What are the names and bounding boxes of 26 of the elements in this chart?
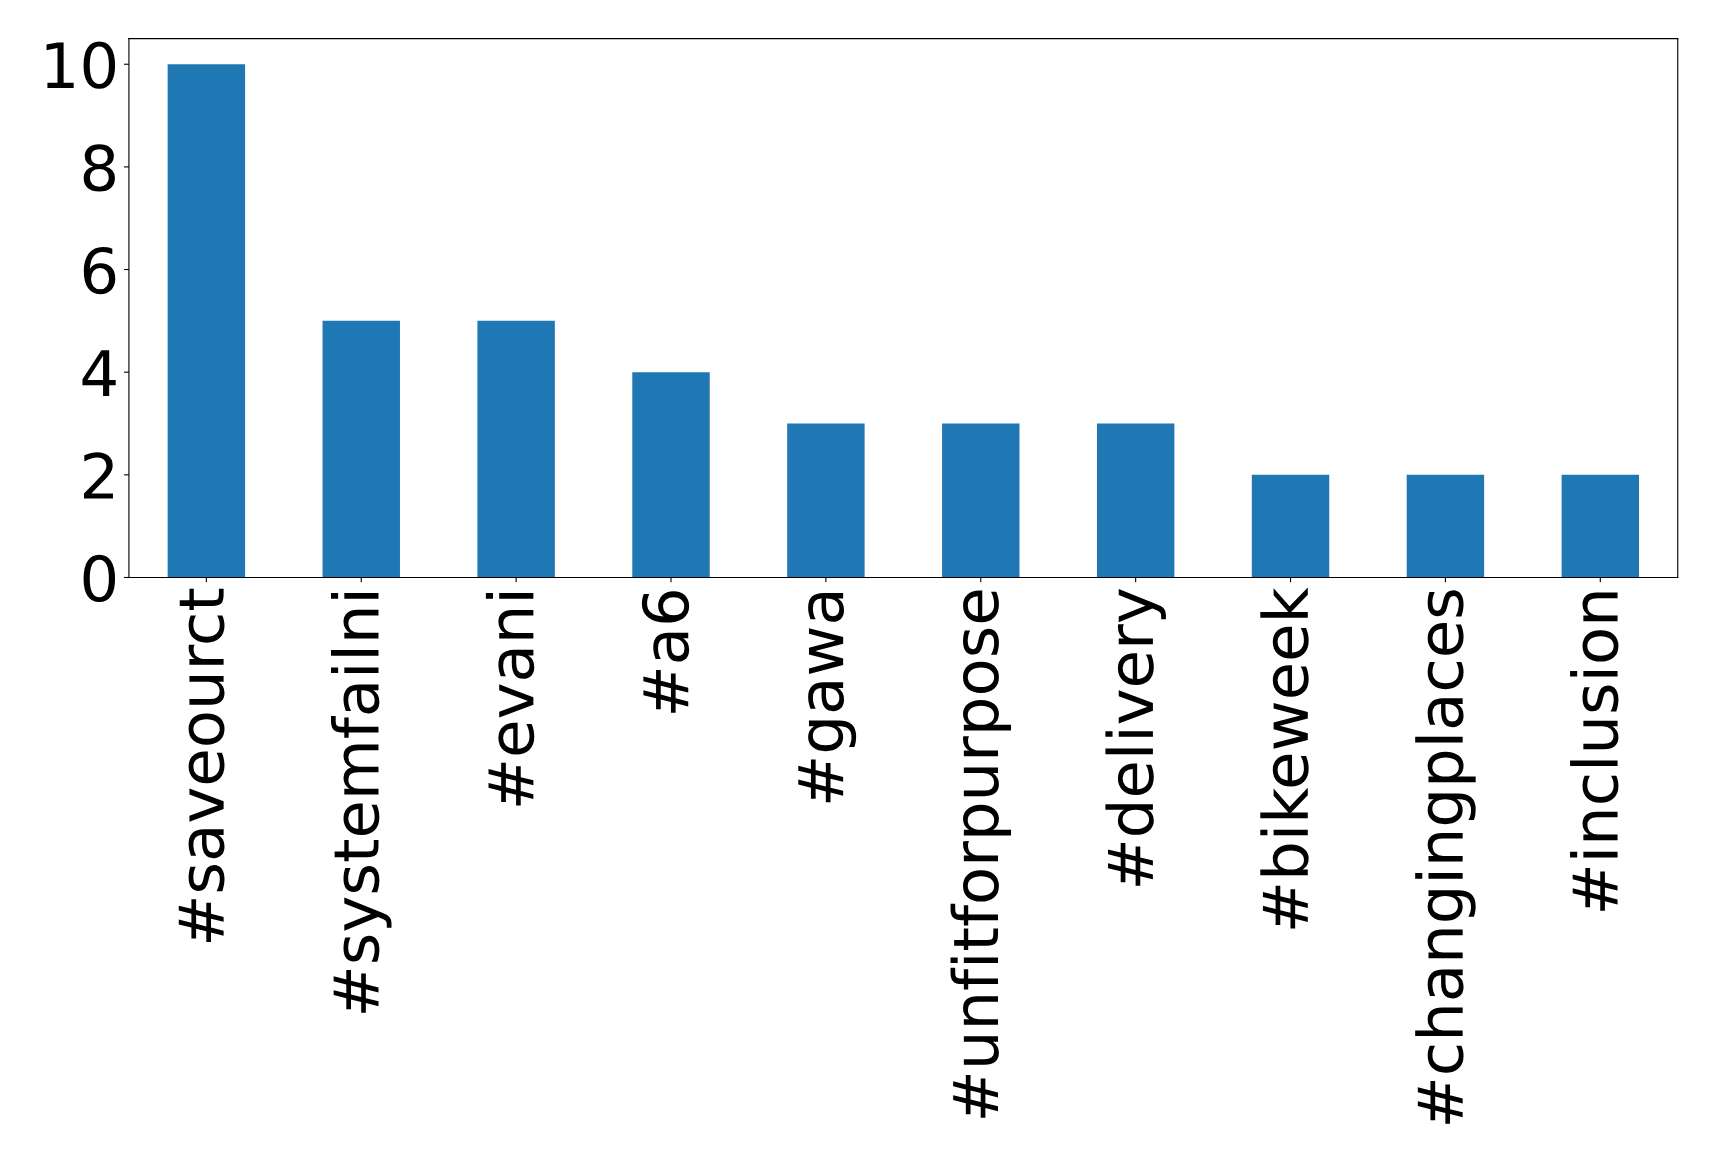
x-tick-label: #evani <box>485 593 535 806</box>
x-tick-label: #delivery <box>1105 589 1166 886</box>
bar <box>632 372 710 578</box>
bar <box>1096 423 1175 578</box>
y-tick-label: 4 <box>82 350 116 396</box>
x-tick-label: #saveourct <box>178 588 225 943</box>
x-tick-label: #a6 <box>641 591 690 713</box>
y-tick-label: 6 <box>83 246 116 295</box>
bar <box>167 64 246 578</box>
bar <box>1251 474 1330 578</box>
y-tick-label: 0 <box>83 554 116 603</box>
bar <box>477 320 555 578</box>
y-tick-label: 8 <box>83 144 115 192</box>
x-tick-label: #unfitforpurpose <box>950 590 1012 1118</box>
x-tick-label: #gawa <box>798 592 857 803</box>
bar <box>787 423 865 578</box>
x-tick-label: #bikeweek <box>1260 587 1309 929</box>
x-tick-label: #inclusion <box>1570 592 1619 911</box>
bar <box>942 423 1020 578</box>
bar <box>1406 474 1485 578</box>
y-tick-label: 2 <box>84 452 113 499</box>
x-tick-label: #systemfailni <box>331 593 392 1013</box>
y-tick-label: 10 <box>46 41 116 89</box>
bar <box>1561 474 1640 578</box>
bar <box>322 320 400 578</box>
x-tick-label: #changingplaces <box>1415 590 1476 1124</box>
